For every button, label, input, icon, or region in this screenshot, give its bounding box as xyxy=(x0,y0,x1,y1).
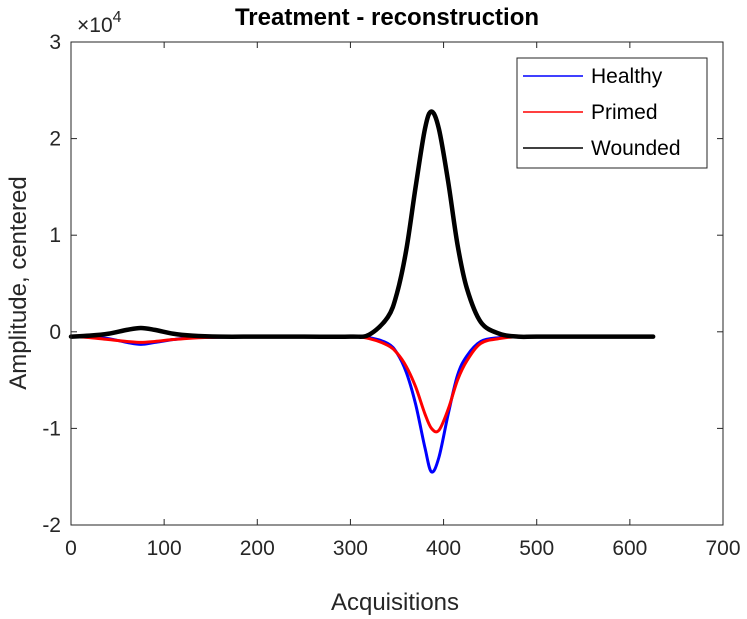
y-tick-label: 1 xyxy=(49,224,61,247)
x-tick-label: 500 xyxy=(519,537,554,560)
x-tick-label: 300 xyxy=(333,537,368,560)
ticks-layer xyxy=(70,41,724,526)
y-axis-exponent-base: ×10 xyxy=(77,14,113,37)
chart-title: Treatment - reconstruction xyxy=(235,4,539,31)
x-tick-label: 600 xyxy=(612,537,647,560)
legend-label-healthy: Healthy xyxy=(591,65,663,88)
y-axis-label: Amplitude, centered xyxy=(5,176,32,389)
legend-label-wounded: Wounded xyxy=(591,137,681,160)
y-tick-label: 2 xyxy=(49,128,61,151)
x-tick-label: 100 xyxy=(147,537,182,560)
x-tick-label: 400 xyxy=(426,537,461,560)
legend-items: Healthy Primed Wounded xyxy=(523,65,681,160)
x-tick-label: 0 xyxy=(65,537,77,560)
series-layer xyxy=(68,109,656,474)
legend-label-primed: Primed xyxy=(591,101,658,124)
y-axis-exponent: ×104 xyxy=(77,9,122,37)
x-axis-label: Acquisitions xyxy=(331,589,459,616)
series-line-primed xyxy=(69,334,655,434)
y-tick-label: 0 xyxy=(49,321,61,344)
legend: Healthy Primed Wounded xyxy=(516,57,708,169)
x-tick-label: 700 xyxy=(705,537,740,560)
y-tick-label: -1 xyxy=(42,417,61,440)
y-tick-label: -2 xyxy=(42,514,61,537)
y-axis-exponent-power: 4 xyxy=(113,9,122,26)
x-tick-label: 200 xyxy=(240,537,275,560)
axes-box xyxy=(70,41,724,526)
y-tick-label: 3 xyxy=(49,31,61,54)
series-line-wounded xyxy=(68,109,656,340)
tick-labels-layer: 0 100 200 300 400 500 600 700 -2 -1 0 1 2 3 xyxy=(42,31,740,560)
